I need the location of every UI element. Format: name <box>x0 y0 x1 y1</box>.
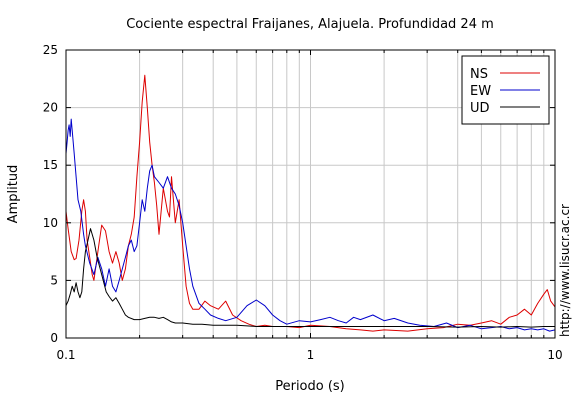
y-tick-label: 5 <box>50 273 58 287</box>
y-axis-label: Amplitud <box>6 165 21 224</box>
y-tick-label: 0 <box>50 331 58 345</box>
series-layer <box>65 74 556 332</box>
y-tick-label: 25 <box>43 43 58 57</box>
chart-title: Cociente espectral Fraijanes, Alajuela. … <box>126 17 494 32</box>
series-line-ud <box>65 228 555 328</box>
legend-label-ns: NS <box>470 67 488 82</box>
x-axis-label: Periodo (s) <box>275 379 345 394</box>
y-tick-label: 15 <box>43 158 58 172</box>
y-tick-label: 20 <box>43 101 58 115</box>
legend: NS EW UD <box>461 55 550 125</box>
legend-label-ud: UD <box>470 101 490 116</box>
legend-label-ew: EW <box>470 84 491 99</box>
watermark-url: http://www.lisucr.ac.cr <box>558 204 572 337</box>
axis-ticks: 0 5 10 15 20 25 0.1 1 10 <box>43 43 563 362</box>
x-tick-label: 1 <box>307 348 315 362</box>
x-tick-label: 10 <box>547 348 562 362</box>
x-tick-label: 0.1 <box>56 348 75 362</box>
y-tick-label: 10 <box>43 216 58 230</box>
